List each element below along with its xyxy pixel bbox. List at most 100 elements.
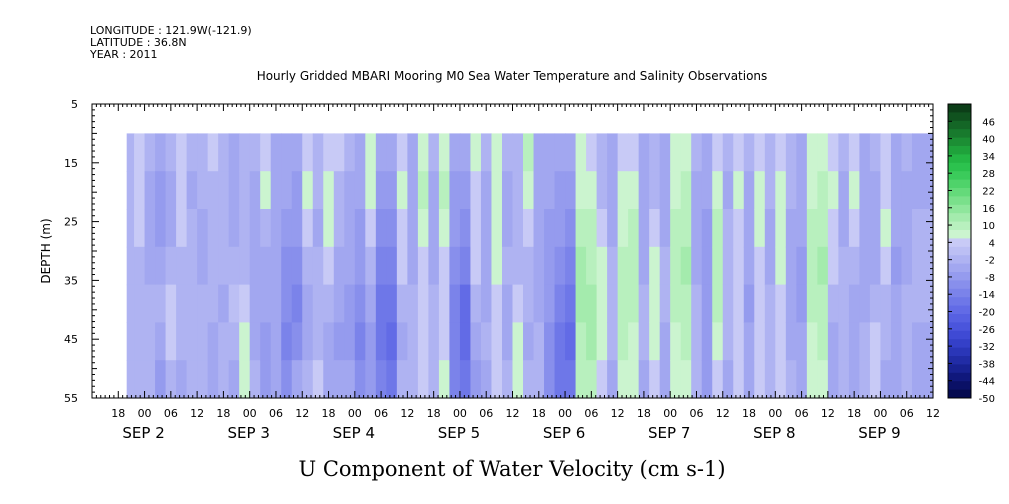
heatmap-cell — [459, 246, 472, 286]
heatmap-cell — [796, 209, 808, 248]
heatmap-cell — [712, 209, 724, 248]
heatmap-cell — [838, 209, 850, 248]
heatmap-cell — [459, 284, 472, 323]
x-tick-label: 12 — [190, 407, 204, 420]
x-tick-label: 06 — [269, 407, 283, 420]
heatmap-cell — [722, 171, 734, 210]
heatmap-cell — [270, 322, 282, 361]
heatmap-cell — [533, 246, 545, 286]
heatmap-cell — [428, 284, 440, 323]
heatmap-cell — [260, 133, 272, 172]
heatmap-cell — [659, 360, 671, 399]
heatmap-cell — [775, 171, 787, 210]
heatmap-cell — [155, 360, 167, 399]
heatmap-cell — [827, 209, 839, 248]
heatmap-cell — [796, 133, 808, 172]
heatmap-cell — [565, 284, 577, 323]
y-tick-label: 45 — [64, 333, 78, 346]
heatmap-cell — [670, 284, 682, 323]
x-day-label: SEP 4 — [333, 424, 375, 442]
heatmap-cell — [680, 246, 692, 286]
heatmap-cell — [270, 209, 282, 248]
heatmap-cell — [554, 284, 566, 323]
heatmap-cell — [691, 209, 703, 248]
heatmap-cell — [512, 284, 524, 323]
heatmap-cell — [491, 360, 503, 399]
heatmap-cell — [407, 133, 419, 172]
heatmap-cell — [333, 284, 345, 323]
heatmap-cell — [176, 322, 188, 361]
heatmap-cell — [459, 171, 472, 210]
heatmap-cell — [743, 209, 755, 248]
heatmap-cell — [428, 322, 440, 361]
heatmap-cell — [565, 322, 577, 361]
colorbar-label: -38 — [979, 359, 995, 370]
y-axis-label: DEPTH (m) — [39, 218, 53, 283]
heatmap-cell — [333, 360, 345, 399]
colorbar-swatch — [948, 322, 971, 332]
heatmap-cell — [165, 171, 177, 210]
heatmap-cell — [586, 133, 598, 172]
heatmap-cell — [890, 133, 903, 172]
heatmap-cell — [197, 360, 209, 399]
heatmap-cell — [691, 322, 703, 361]
heatmap-cell — [638, 133, 650, 172]
heatmap-cell — [449, 209, 461, 248]
heatmap-cell — [501, 209, 514, 248]
heatmap-cell — [312, 246, 324, 286]
colorbar-label: -32 — [979, 342, 995, 353]
heatmap-cell — [796, 360, 808, 399]
heatmap-cell — [312, 360, 324, 399]
heatmap-cell — [869, 209, 882, 248]
heatmap-cell — [470, 322, 482, 361]
heatmap-cell — [628, 209, 640, 248]
heatmap-cell — [575, 284, 587, 323]
heatmap-cell — [722, 322, 734, 361]
x-axis-label: U Component of Water Velocity (cm s-1) — [298, 457, 725, 481]
heatmap-cell — [386, 209, 398, 248]
heatmap-cell — [827, 246, 839, 286]
heatmap-cell — [176, 360, 188, 399]
heatmap-cell — [544, 209, 556, 248]
heatmap-cell — [911, 322, 934, 361]
heatmap-cell — [218, 246, 230, 286]
colorbar-swatch — [948, 305, 971, 315]
x-day-label: SEP 7 — [648, 424, 690, 442]
heatmap-cell — [333, 171, 345, 210]
heatmap-cell — [228, 284, 240, 323]
heatmap-cell — [533, 133, 545, 172]
heatmap-cell — [291, 360, 303, 399]
heatmap-cell — [691, 133, 703, 172]
heatmap-cell — [302, 209, 314, 248]
heatmap-cell — [817, 133, 829, 172]
heatmap-cell — [186, 360, 198, 399]
heatmap-cell — [386, 133, 398, 172]
heatmap-cell — [817, 360, 829, 399]
heatmap-cell — [901, 284, 913, 323]
heatmap-cell — [712, 246, 724, 286]
heatmap-cell — [880, 133, 892, 172]
colorbar-swatch — [948, 179, 971, 189]
colorbar-swatch — [948, 204, 971, 214]
heatmap-cell — [565, 246, 577, 286]
heatmap-cell — [607, 171, 619, 210]
heatmap-cell — [890, 209, 903, 248]
heatmap-cell — [165, 284, 177, 323]
heatmap-cell — [785, 209, 797, 248]
heatmap-cell — [512, 133, 524, 172]
heatmap-cell — [859, 360, 871, 399]
heatmap-cell — [323, 246, 335, 286]
heatmap-cell — [302, 322, 314, 361]
heatmap-cell — [186, 171, 198, 210]
heatmap-cell — [544, 284, 556, 323]
heatmap-cell — [523, 133, 535, 172]
heatmap-cell — [417, 171, 429, 210]
colorbar-label: -50 — [979, 394, 995, 405]
colorbar-label: 40 — [982, 135, 995, 146]
heatmap-cell — [712, 171, 724, 210]
heatmap-cell — [417, 322, 429, 361]
colorbar-swatch — [948, 120, 971, 130]
heatmap-cell — [859, 246, 871, 286]
heatmap-cell — [701, 284, 713, 323]
heatmap-cell — [333, 322, 345, 361]
